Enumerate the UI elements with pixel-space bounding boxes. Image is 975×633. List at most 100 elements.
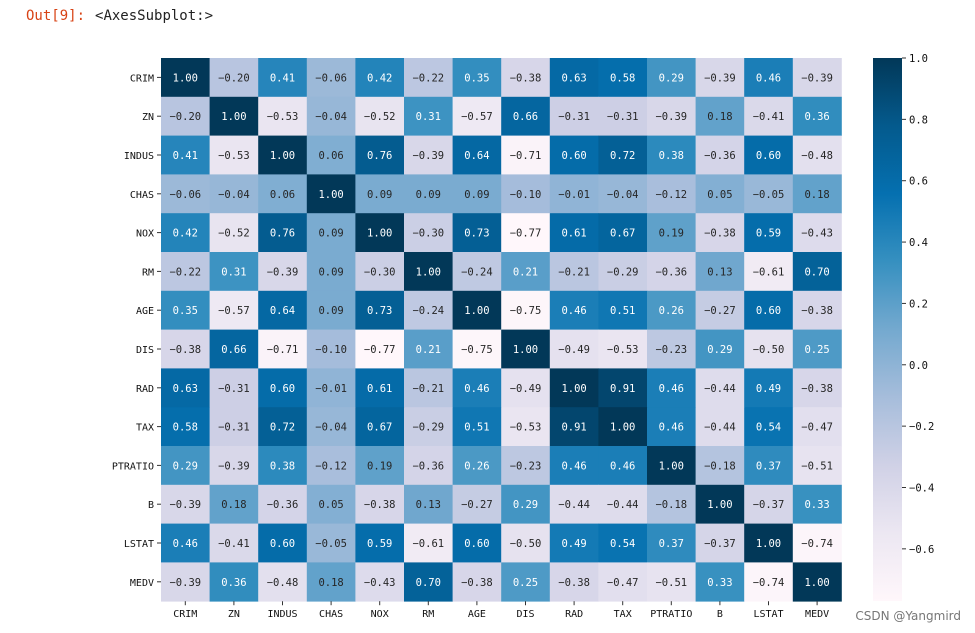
cell-value-label: 0.59 [367,538,392,550]
cell-value-label: −0.52 [218,228,250,240]
y-tick-label: B [148,500,154,511]
heatmap-cell [355,213,405,253]
heatmap-cell [452,213,502,253]
heatmap-cell [598,290,648,330]
heatmap-cell [209,174,259,214]
cell-value-label: −0.39 [801,72,833,84]
heatmap-cell [452,562,502,602]
cell-value-label: −0.41 [753,111,785,123]
cell-value-label: 0.21 [513,266,538,278]
y-tick-label: NOX [136,229,154,240]
colorbar-tick-label: −0.6 [909,544,934,556]
cell-value-label: 0.36 [221,577,246,589]
y-tick-label: DIS [136,345,154,356]
cell-value-label: −0.41 [218,538,250,550]
heatmap-cell [306,562,356,602]
cell-value-label: 0.38 [659,150,684,162]
heatmap-cell [744,174,794,214]
heatmap-cell [306,290,356,330]
cell-value-label: 0.36 [804,111,829,123]
cell-value-label: 1.00 [173,72,198,84]
cell-value-label: 1.00 [707,499,732,511]
colorbar-tick-label: −0.2 [909,421,934,433]
cell-value-label: 0.46 [756,72,781,84]
heatmap-cell [258,96,308,136]
cell-value-label: −0.30 [412,228,444,240]
cell-value-label: 1.00 [221,111,246,123]
cell-value-label: 1.00 [756,538,781,550]
heatmap-cell [404,174,453,214]
y-tick-label: CHAS [130,190,154,201]
heatmap-cells: 1.00 −0.20 0.41 −0.06 0.42 −0.22 0.35 −0.38 0.63… [161,58,842,602]
colorbar-gradient [873,58,902,601]
heatmap-cell [258,446,308,486]
y-tick-label: AGE [136,306,154,317]
heatmap-cell [501,368,551,408]
x-tick-label: PTRATIO [650,609,692,620]
heatmap-cell [792,174,842,214]
cell-value-label: 0.46 [561,460,586,472]
heatmap-cell [355,407,405,447]
cell-value-label: −0.75 [461,344,493,356]
heatmap-cell [404,523,453,563]
cell-value-label: 0.58 [610,72,635,84]
heatmap-cell [549,135,599,175]
heatmap-cell [695,446,745,486]
heatmap-cell [695,562,745,602]
cell-value-label: −0.39 [655,111,687,123]
heatmap-cell [161,329,210,369]
heatmap-cell [355,135,405,175]
cell-value-label: −0.61 [753,266,785,278]
heatmap-cell [695,290,745,330]
heatmap-cell [355,96,405,136]
heatmap-cell [355,174,405,214]
cell-value-label: −0.43 [801,228,833,240]
x-tick-label: CRIM [173,609,197,620]
heatmap-cell [161,213,210,253]
heatmap-cell [306,446,356,486]
heatmap-cell [501,290,551,330]
heatmap-cell [695,484,745,524]
cell-value-label: −0.44 [704,383,736,395]
cell-value-label: 0.09 [318,305,343,317]
heatmap-cell [695,252,745,292]
cell-value-label: 1.00 [610,422,635,434]
heatmap-cell [452,135,502,175]
cell-value-label: 0.60 [756,305,781,317]
cell-value-label: −0.38 [801,305,833,317]
heatmap-cell [598,174,648,214]
heatmap-cell [404,290,453,330]
heatmap-cell [598,484,648,524]
heatmap-cell [258,135,308,175]
heatmap-cell [744,290,794,330]
heatmap-cell [695,58,745,98]
heatmap-cell [647,368,696,408]
heatmap-cell [258,174,308,214]
heatmap-cell [209,58,259,98]
x-tick-label: RM [422,609,434,620]
heatmap-cell [306,252,356,292]
cell-value-label: −0.29 [412,422,444,434]
cell-value-label: −0.38 [461,577,493,589]
cell-value-label: −0.39 [412,150,444,162]
heatmap-cell [744,135,794,175]
output-text: <AxesSubplot:> [95,8,214,24]
cell-value-label: −0.01 [315,383,347,395]
cell-value-label: −0.31 [218,422,250,434]
x-tick-label: DIS [516,609,534,620]
heatmap-cell [355,562,405,602]
cell-value-label: 0.60 [756,150,781,162]
cell-value-label: −0.44 [704,422,736,434]
heatmap-cell [792,213,842,253]
cell-value-label: −0.31 [558,111,590,123]
cell-value-label: 0.18 [318,577,343,589]
heatmap-cell [695,213,745,253]
cell-value-label: −0.37 [753,499,785,511]
heatmap-cell [209,96,259,136]
cell-value-label: 0.06 [318,150,343,162]
heatmap-cell [404,252,453,292]
heatmap-cell [792,135,842,175]
heatmap-cell [306,58,356,98]
cell-value-label: 0.42 [173,228,198,240]
heatmap-cell [404,58,453,98]
